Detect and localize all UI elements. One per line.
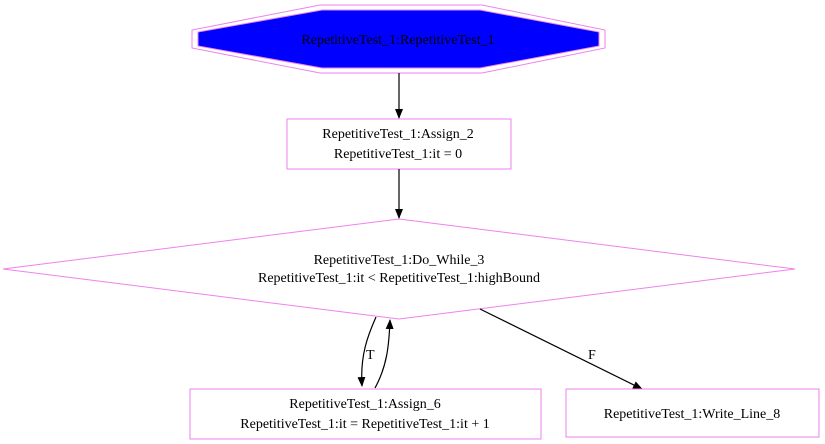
do-while-3-node[interactable]: RepetitiveTest_1:Do_While_3 RepetitiveTe… xyxy=(2,218,796,320)
write-line-8-label: RepetitiveTest_1:Write_Line_8 xyxy=(604,407,781,422)
write-line-8-node[interactable]: RepetitiveTest_1:Write_Line_8 xyxy=(565,388,820,438)
assign-2-node[interactable]: RepetitiveTest_1:Assign_2 RepetitiveTest… xyxy=(286,118,512,170)
write-line-8-box xyxy=(565,388,820,438)
start-node-outer-border xyxy=(191,4,606,74)
edge-dowhile3-to-assign6-true xyxy=(357,316,377,387)
do-while-3-label-title: RepetitiveTest_1:Do_While_3 xyxy=(314,253,485,268)
do-while-3-label-condition: RepetitiveTest_1:it < RepetitiveTest_1:h… xyxy=(258,271,540,286)
edge-assign6-back-to-dowhile3 xyxy=(374,319,394,389)
edge-false-label: F xyxy=(588,348,596,363)
assign-6-node[interactable]: RepetitiveTest_1:Assign_6 RepetitiveTest… xyxy=(189,388,542,440)
assign-2-box xyxy=(286,118,512,170)
assign-6-label-expression: RepetitiveTest_1:it = RepetitiveTest_1:i… xyxy=(240,417,489,432)
start-node[interactable]: RepetitiveTest_1:RepetitiveTest_1 xyxy=(191,4,606,74)
start-node-shape xyxy=(197,9,600,69)
start-node-label: RepetitiveTest_1:RepetitiveTest_1 xyxy=(301,33,494,48)
do-while-3-diamond xyxy=(2,218,796,320)
edge-true-label: T xyxy=(366,348,375,363)
assign-2-label-title: RepetitiveTest_1:Assign_2 xyxy=(322,127,473,142)
assign-2-label-expression: RepetitiveTest_1:it = 0 xyxy=(334,147,462,162)
assign-6-box xyxy=(189,388,542,440)
assign-6-label-title: RepetitiveTest_1:Assign_6 xyxy=(289,397,440,412)
edge-dowhile3-to-writeline8-false xyxy=(479,308,643,390)
